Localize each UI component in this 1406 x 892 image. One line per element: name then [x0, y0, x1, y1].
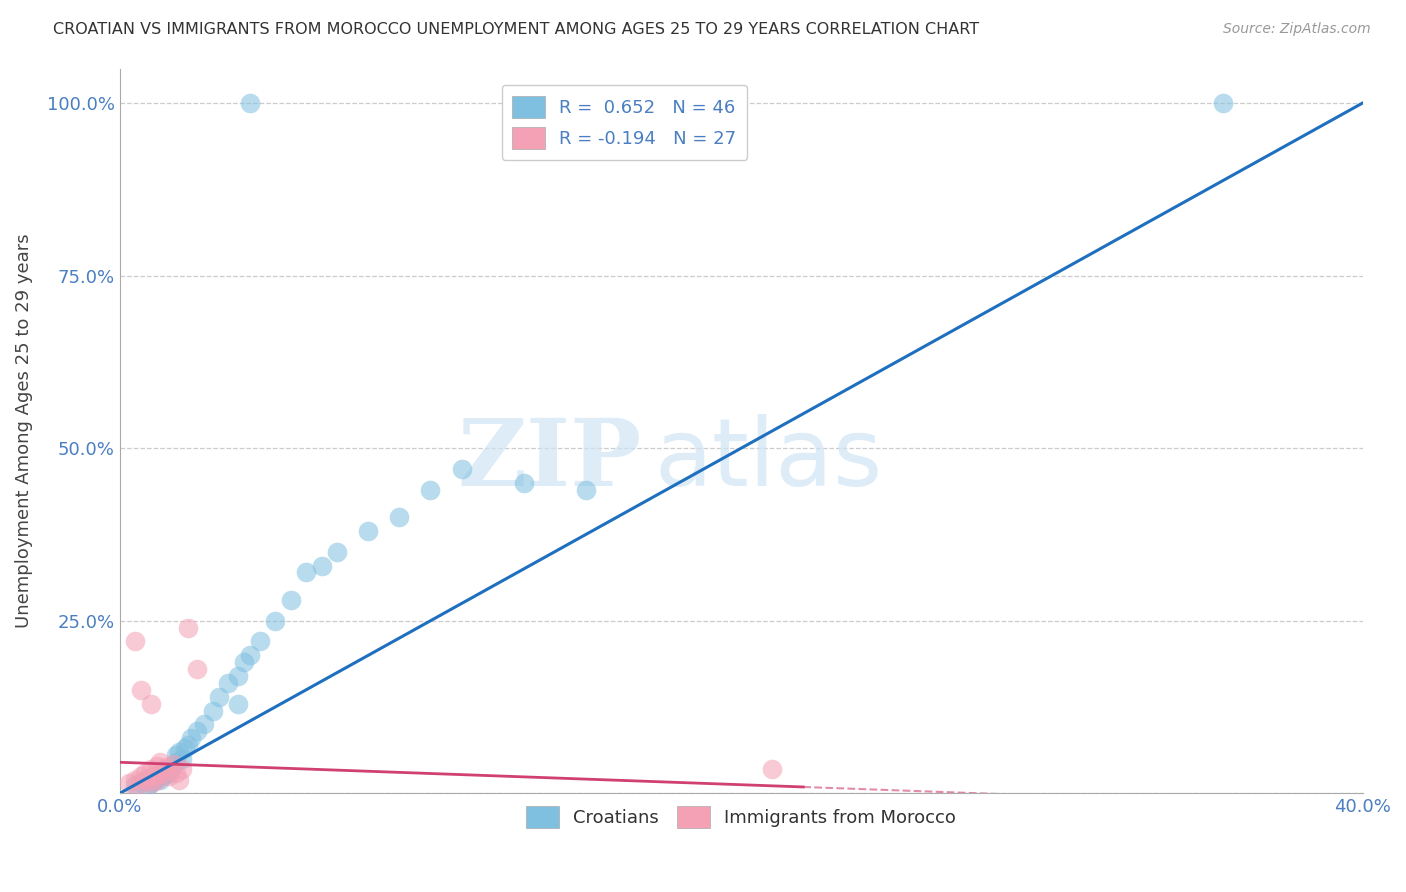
Point — [139, 772, 162, 787]
Point — [388, 510, 411, 524]
Point — [165, 765, 187, 780]
Point — [193, 717, 215, 731]
Point — [249, 634, 271, 648]
Point — [118, 776, 141, 790]
Point — [165, 756, 187, 770]
Point — [174, 741, 197, 756]
Point — [170, 762, 193, 776]
Point — [357, 524, 380, 538]
Point — [177, 738, 200, 752]
Point — [131, 682, 153, 697]
Point — [152, 764, 174, 779]
Point — [124, 634, 146, 648]
Text: Source: ZipAtlas.com: Source: ZipAtlas.com — [1223, 22, 1371, 37]
Point — [124, 778, 146, 792]
Point — [165, 748, 187, 763]
Point — [155, 767, 177, 781]
Point — [146, 771, 169, 785]
Point — [186, 662, 208, 676]
Point — [149, 772, 172, 787]
Point — [226, 697, 249, 711]
Point — [201, 704, 224, 718]
Point — [134, 773, 156, 788]
Point — [149, 756, 172, 770]
Point — [177, 621, 200, 635]
Point — [326, 545, 349, 559]
Point — [226, 669, 249, 683]
Point — [450, 462, 472, 476]
Point — [280, 593, 302, 607]
Point — [152, 769, 174, 783]
Point — [146, 772, 169, 787]
Point — [139, 776, 162, 790]
Text: ZIP: ZIP — [457, 415, 641, 505]
Point — [162, 758, 184, 772]
Point — [180, 731, 202, 745]
Point — [139, 776, 162, 790]
Point — [131, 769, 153, 783]
Point — [146, 769, 169, 783]
Point — [218, 676, 240, 690]
Point — [512, 475, 534, 490]
Text: CROATIAN VS IMMIGRANTS FROM MOROCCO UNEMPLOYMENT AMONG AGES 25 TO 29 YEARS CORRE: CROATIAN VS IMMIGRANTS FROM MOROCCO UNEM… — [53, 22, 980, 37]
Point — [239, 648, 262, 663]
Point — [134, 772, 156, 787]
Point — [142, 769, 165, 783]
Point — [1212, 96, 1234, 111]
Y-axis label: Unemployment Among Ages 25 to 29 years: Unemployment Among Ages 25 to 29 years — [15, 234, 32, 628]
Point — [167, 745, 190, 759]
Point — [139, 697, 162, 711]
Point — [131, 776, 153, 790]
Point — [149, 765, 172, 780]
Point — [155, 760, 177, 774]
Point — [167, 772, 190, 787]
Point — [575, 483, 598, 497]
Point — [208, 690, 231, 704]
Point — [149, 767, 172, 781]
Point — [264, 614, 287, 628]
Point — [134, 765, 156, 780]
Point — [170, 752, 193, 766]
Point — [311, 558, 333, 573]
Point — [295, 566, 318, 580]
Point — [127, 780, 149, 794]
Point — [146, 758, 169, 772]
Point — [162, 757, 184, 772]
Point — [186, 724, 208, 739]
Point — [419, 483, 441, 497]
Point — [136, 771, 159, 785]
Legend: Croatians, Immigrants from Morocco: Croatians, Immigrants from Morocco — [519, 798, 963, 835]
Point — [136, 780, 159, 794]
Point — [139, 762, 162, 776]
Point — [159, 765, 181, 780]
Point — [155, 762, 177, 776]
Point — [761, 762, 783, 776]
Point — [142, 773, 165, 788]
Point — [124, 772, 146, 787]
Point — [233, 655, 256, 669]
Text: atlas: atlas — [654, 414, 883, 506]
Point — [239, 96, 262, 111]
Point — [159, 769, 181, 783]
